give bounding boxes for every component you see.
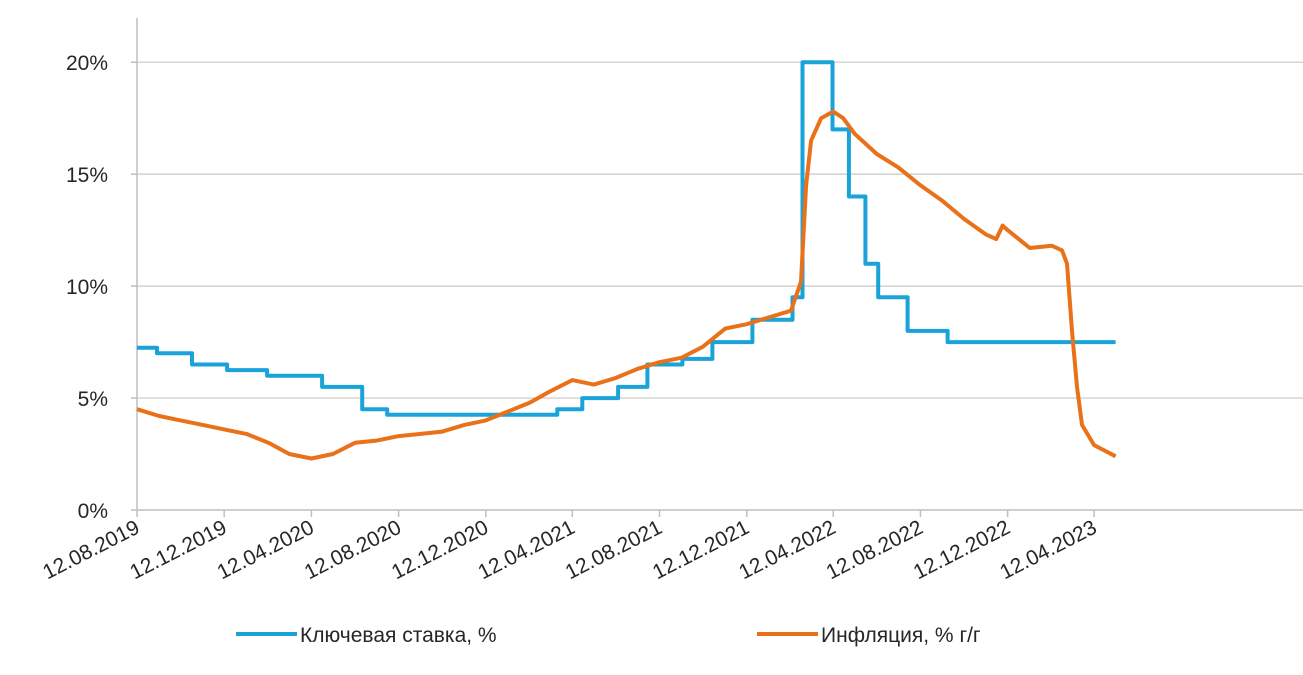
x-tick-label: 12.12.2021 [649,516,753,584]
x-tick-label: 12.08.2019 [39,516,143,584]
series-line-inflation [136,109,1117,461]
axes [136,18,1303,511]
x-tick-label: 12.12.2020 [388,516,492,584]
x-tick-label: 12.04.2021 [474,516,578,584]
x-tick-label: 12.08.2020 [301,516,405,584]
y-tick-label: 20% [66,52,108,75]
gridlines [137,61,1303,399]
y-tick-label: 0% [78,500,108,523]
series-lines [136,60,1117,461]
y-tick-label: 5% [78,388,108,411]
legend: Ключевая ставка, % Инфляция, % г/г [236,624,981,647]
legend-label-inflation: Инфляция, % г/г [821,624,981,647]
x-tick-label: 12.12.2022 [910,516,1014,584]
x-tick-label: 12.04.2023 [996,516,1100,584]
x-tick-label: 12.08.2022 [823,516,927,584]
y-tick-labels: 0% 5% 10% 15% 20% [66,52,137,523]
x-tick-label: 12.08.2021 [562,516,666,584]
x-tick-label: 12.12.2019 [126,516,230,584]
y-tick-label: 10% [66,276,108,299]
y-tick-label: 15% [66,164,108,187]
legend-item-inflation: Инфляция, % г/г [757,624,981,647]
x-tick-labels: 12.08.201912.12.201912.04.202012.08.2020… [39,510,1100,584]
x-tick-label: 12.04.2022 [735,516,839,584]
series-line-key-rate [137,60,1116,417]
x-tick-label: 12.04.2020 [214,516,318,584]
legend-item-key-rate: Ключевая ставка, % [236,624,497,647]
legend-label-key-rate: Ключевая ставка, % [300,624,497,647]
